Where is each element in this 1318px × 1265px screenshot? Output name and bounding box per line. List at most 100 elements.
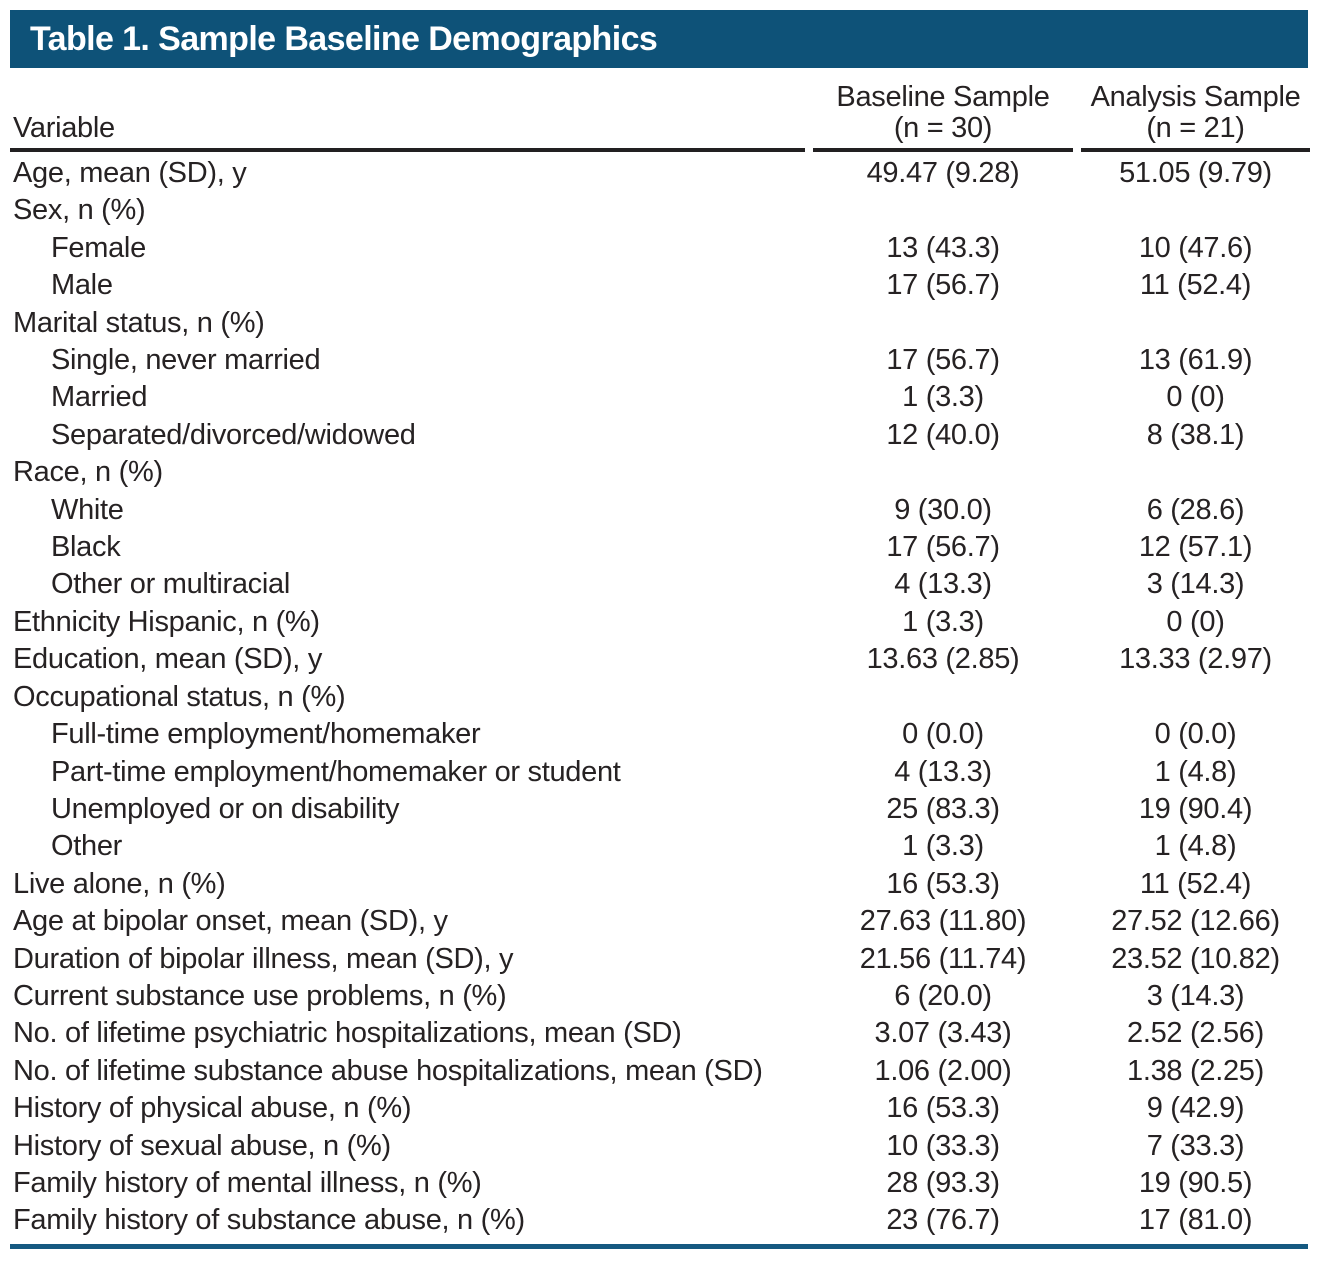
table-row: Unemployed or on disability 25 (83.3) 19… xyxy=(10,791,1310,828)
table-header: Variable Baseline Sample (n = 30) Analys… xyxy=(10,68,1310,152)
analysis-value-cell: 1 (4.8) xyxy=(1154,755,1237,788)
baseline-value-cell xyxy=(813,305,1073,342)
table-row: Other 1 (3.3) 1 (4.8) xyxy=(10,828,1310,865)
baseline-value-cell: 1 (3.3) xyxy=(902,830,984,863)
variable-cell: Unemployed or on disability xyxy=(51,792,400,825)
baseline-value-cell xyxy=(813,679,1073,716)
baseline-value-cell: 3.07 (3.43) xyxy=(874,1017,1012,1050)
baseline-value-cell: 10 (33.3) xyxy=(886,1129,1000,1162)
table-row: Male 17 (56.7) 11 (52.4) xyxy=(10,267,1310,304)
analysis-value-cell: 3 (14.3) xyxy=(1146,979,1245,1012)
column-header-analysis-sample: Analysis Sample (n = 21) xyxy=(1081,68,1310,152)
table-row: Ethnicity Hispanic, n (%) 1 (3.3) 0 (0) xyxy=(10,604,1310,641)
variable-cell: Single, never married xyxy=(51,344,321,377)
variable-cell: Family history of substance abuse, n (%) xyxy=(13,1204,525,1237)
analysis-value-cell: 27.52 (12.66) xyxy=(1111,905,1280,938)
table-row: Part-time employment/homemaker or studen… xyxy=(10,754,1310,791)
variable-cell: Age at bipolar onset, mean (SD), y xyxy=(13,905,448,938)
column-header-variable: Variable xyxy=(10,68,805,152)
table-row: Race, n (%) xyxy=(10,454,1310,491)
variable-cell: Ethnicity Hispanic, n (%) xyxy=(13,605,320,638)
analysis-value-cell: 0 (0) xyxy=(1166,605,1225,638)
analysis-value-cell: 13.33 (2.97) xyxy=(1119,643,1272,676)
variable-cell: Part-time employment/homemaker or studen… xyxy=(51,755,621,788)
variable-cell: Occupational status, n (%) xyxy=(13,680,346,713)
variable-cell: No. of lifetime substance abuse hospital… xyxy=(13,1054,763,1087)
table-row: No. of lifetime psychiatric hospitalizat… xyxy=(10,1015,1310,1052)
variable-cell: Race, n (%) xyxy=(13,456,163,489)
variable-cell: Female xyxy=(51,231,146,264)
analysis-value-cell: 1.38 (2.25) xyxy=(1127,1054,1264,1087)
variable-cell: Sex, n (%) xyxy=(13,194,146,227)
baseline-value-cell: 16 (53.3) xyxy=(886,867,1000,900)
variable-cell: History of sexual abuse, n (%) xyxy=(13,1129,391,1162)
table-row: Full-time employment/homemaker 0 (0.0) 0… xyxy=(10,716,1310,753)
header-row: Variable Baseline Sample (n = 30) Analys… xyxy=(10,68,1310,152)
analysis-sample-n: (n = 21) xyxy=(1146,112,1245,144)
analysis-value-cell: 9 (42.9) xyxy=(1146,1092,1245,1125)
baseline-sample-label: Baseline Sample xyxy=(836,81,1050,113)
baseline-value-cell: 17 (56.7) xyxy=(886,344,1000,377)
analysis-value-cell xyxy=(1081,305,1310,342)
baseline-value-cell xyxy=(813,192,1073,229)
table-row: History of sexual abuse, n (%) 10 (33.3)… xyxy=(10,1128,1310,1165)
variable-cell: Separated/divorced/widowed xyxy=(51,418,416,451)
table-row: Current substance use problems, n (%) 6 … xyxy=(10,978,1310,1015)
variable-cell: Age, mean (SD), y xyxy=(13,157,247,189)
baseline-value-cell: 1 (3.3) xyxy=(902,605,984,638)
baseline-value-cell: 21.56 (11.74) xyxy=(859,942,1027,975)
table-body: Age, mean (SD), y 49.47 (9.28) 51.05 (9.… xyxy=(10,152,1310,1240)
analysis-value-cell: 6 (28.6) xyxy=(1146,493,1245,526)
table-title: Table 1. Sample Baseline Demographics xyxy=(30,19,658,58)
baseline-value-cell: 27.63 (11.80) xyxy=(859,905,1027,938)
variable-cell: Male xyxy=(51,269,113,302)
analysis-value-cell: 7 (33.3) xyxy=(1146,1129,1245,1162)
baseline-value-cell: 17 (56.7) xyxy=(886,269,1000,302)
variable-cell: White xyxy=(51,493,124,526)
table-row: Family history of substance abuse, n (%)… xyxy=(10,1202,1310,1239)
variable-cell: Education, mean (SD), y xyxy=(13,643,323,676)
variable-cell: Other xyxy=(51,830,123,863)
analysis-value-cell: 11 (52.4) xyxy=(1139,269,1252,302)
analysis-value-cell: 19 (90.5) xyxy=(1138,1166,1253,1199)
analysis-value-cell: 10 (47.6) xyxy=(1138,231,1253,264)
table-row: Duration of bipolar illness, mean (SD), … xyxy=(10,941,1310,978)
analysis-value-cell xyxy=(1081,679,1310,716)
baseline-value-cell: 1.06 (2.00) xyxy=(874,1054,1012,1087)
baseline-value-cell: 16 (53.3) xyxy=(886,1092,1000,1125)
table-row: Single, never married 17 (56.7) 13 (61.9… xyxy=(10,342,1310,379)
variable-cell: Married xyxy=(51,381,148,414)
analysis-sample-label: Analysis Sample xyxy=(1090,81,1301,113)
analysis-value-cell: 3 (14.3) xyxy=(1146,568,1245,601)
analysis-value-cell: 17 (81.0) xyxy=(1138,1204,1253,1237)
baseline-value-cell: 4 (13.3) xyxy=(894,755,992,788)
analysis-value-cell: 1 (4.8) xyxy=(1154,830,1237,863)
variable-cell: Live alone, n (%) xyxy=(13,867,226,900)
table-row: White 9 (30.0) 6 (28.6) xyxy=(10,492,1310,529)
table-row: Female 13 (43.3) 10 (47.6) xyxy=(10,230,1310,267)
table-row: Separated/divorced/widowed 12 (40.0) 8 (… xyxy=(10,417,1310,454)
variable-cell: History of physical abuse, n (%) xyxy=(13,1092,412,1125)
baseline-value-cell: 1 (3.3) xyxy=(902,381,984,414)
analysis-value-cell: 2.52 (2.56) xyxy=(1127,1017,1264,1050)
analysis-value-cell: 23.52 (10.82) xyxy=(1111,942,1280,975)
baseline-value-cell: 0 (0.0) xyxy=(902,718,984,751)
table-row: Live alone, n (%) 16 (53.3) 11 (52.4) xyxy=(10,866,1310,903)
table-row: Black 17 (56.7) 12 (57.1) xyxy=(10,529,1310,566)
analysis-value-cell: 51.05 (9.79) xyxy=(1119,157,1272,189)
baseline-value-cell: 9 (30.0) xyxy=(894,493,992,526)
analysis-value-cell: 13 (61.9) xyxy=(1138,344,1253,377)
variable-cell: Current substance use problems, n (%) xyxy=(13,979,507,1012)
baseline-value-cell: 4 (13.3) xyxy=(894,568,992,601)
variable-cell: Duration of bipolar illness, mean (SD), … xyxy=(13,942,514,975)
table-bottom-rule xyxy=(10,1243,1308,1249)
baseline-value-cell xyxy=(813,454,1073,491)
baseline-value-cell: 13 (43.3) xyxy=(886,231,1000,264)
baseline-value-cell: 6 (20.0) xyxy=(894,979,992,1012)
baseline-value-cell: 25 (83.3) xyxy=(886,792,1000,825)
variable-cell: Full-time employment/homemaker xyxy=(51,718,481,751)
variable-cell: Marital status, n (%) xyxy=(13,306,265,339)
analysis-value-cell xyxy=(1081,192,1310,229)
variable-cell: Black xyxy=(51,531,121,564)
